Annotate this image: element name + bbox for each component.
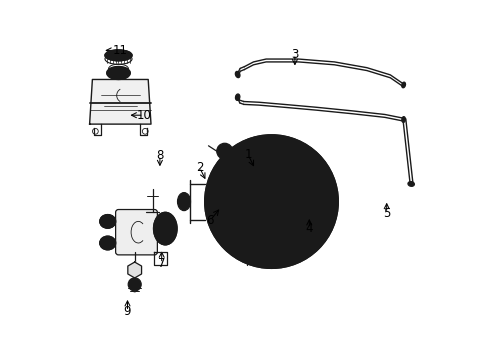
Text: 1: 1: [244, 148, 251, 161]
Circle shape: [245, 176, 297, 228]
Ellipse shape: [105, 50, 132, 61]
Ellipse shape: [100, 236, 115, 250]
Text: 8: 8: [156, 149, 163, 162]
FancyBboxPatch shape: [115, 210, 157, 255]
Circle shape: [250, 179, 260, 188]
Ellipse shape: [401, 117, 405, 122]
Text: 7: 7: [158, 257, 165, 270]
Circle shape: [204, 135, 337, 268]
Circle shape: [216, 143, 232, 159]
Text: 6: 6: [206, 214, 214, 227]
Text: 10: 10: [136, 109, 151, 122]
Ellipse shape: [100, 215, 115, 228]
Text: 11: 11: [113, 44, 127, 57]
Ellipse shape: [401, 82, 405, 88]
Ellipse shape: [235, 71, 240, 78]
Text: 9: 9: [123, 305, 131, 318]
Ellipse shape: [153, 212, 177, 245]
Text: 2: 2: [195, 161, 203, 174]
Circle shape: [279, 215, 288, 224]
Ellipse shape: [177, 193, 190, 211]
Text: 4: 4: [305, 222, 312, 235]
Ellipse shape: [407, 181, 413, 186]
Ellipse shape: [235, 94, 240, 100]
Circle shape: [128, 278, 141, 291]
Polygon shape: [89, 80, 151, 124]
Circle shape: [250, 215, 260, 224]
Text: 3: 3: [291, 48, 298, 60]
Polygon shape: [127, 262, 141, 278]
Ellipse shape: [106, 67, 130, 80]
Text: 5: 5: [382, 207, 389, 220]
Circle shape: [279, 179, 288, 188]
